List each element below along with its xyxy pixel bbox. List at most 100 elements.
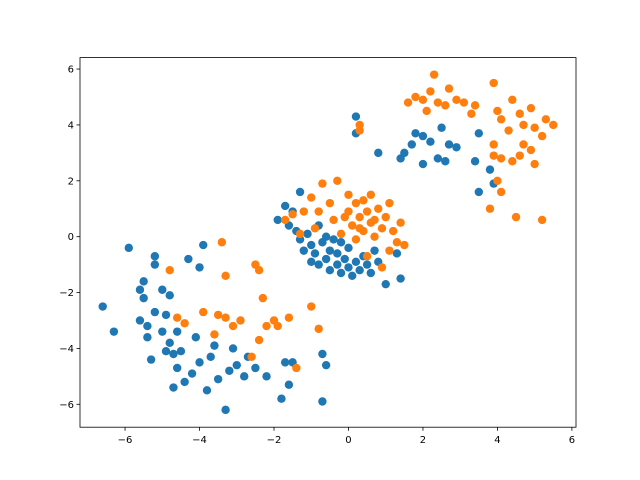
point [336, 229, 346, 239]
point [355, 265, 364, 275]
point [150, 307, 160, 317]
point [284, 380, 294, 389]
point [344, 243, 353, 253]
point [325, 198, 335, 208]
point [210, 341, 219, 350]
point [150, 260, 160, 269]
point [221, 405, 230, 415]
point [318, 397, 327, 406]
point [314, 207, 323, 216]
point [374, 204, 383, 213]
point [526, 145, 536, 155]
point [161, 347, 171, 356]
point [515, 109, 524, 118]
point [392, 249, 402, 258]
point [180, 377, 189, 387]
point [351, 235, 361, 244]
point [452, 95, 461, 104]
point [496, 187, 506, 197]
point [314, 324, 323, 334]
point [370, 246, 379, 255]
point [143, 333, 152, 342]
point [277, 394, 286, 403]
point [396, 218, 405, 227]
axes: −6 −4 −2 0 2 4 6 −6 −4 −2 0 2 4 6 [59, 65, 575, 447]
point [280, 215, 290, 225]
point [348, 271, 357, 280]
point [262, 321, 271, 331]
point [362, 260, 372, 269]
point [273, 321, 282, 331]
point [333, 249, 342, 258]
y-tick-label: 2 [68, 176, 74, 187]
point [344, 263, 353, 272]
y-tick-label: 4 [68, 120, 74, 131]
point [470, 101, 480, 110]
point [254, 265, 264, 275]
point [433, 154, 443, 163]
point [351, 112, 361, 121]
point [485, 204, 495, 213]
point [199, 240, 208, 250]
point [377, 224, 387, 233]
point [172, 327, 182, 336]
point [444, 84, 454, 93]
point [221, 313, 230, 322]
point [199, 307, 208, 317]
point [403, 98, 413, 107]
point [429, 70, 439, 79]
point [418, 159, 428, 169]
point [225, 366, 234, 375]
point [511, 212, 521, 222]
plot-area [80, 57, 576, 428]
point [537, 131, 547, 141]
point [247, 352, 256, 361]
x-tick-label: 0 [345, 435, 351, 446]
point [496, 115, 506, 124]
point [172, 313, 182, 322]
point [228, 321, 238, 331]
point [303, 229, 312, 239]
point [318, 349, 327, 359]
point [426, 137, 435, 146]
point [400, 240, 409, 250]
point [325, 265, 335, 275]
point [351, 257, 361, 267]
point [213, 374, 223, 384]
point [519, 120, 528, 130]
point [359, 196, 368, 205]
point [206, 352, 215, 361]
point [165, 265, 174, 275]
point [411, 92, 420, 102]
point [467, 109, 476, 118]
point [262, 372, 271, 381]
point [377, 263, 387, 272]
y-tick-label: −6 [59, 400, 74, 411]
point [318, 179, 327, 188]
point [307, 193, 316, 202]
point [228, 344, 238, 353]
point [165, 291, 174, 300]
point [254, 335, 264, 345]
points [98, 70, 558, 415]
point [351, 198, 361, 208]
point [537, 215, 547, 225]
point [400, 148, 409, 158]
point [418, 95, 428, 104]
point [366, 190, 376, 199]
point [344, 190, 353, 199]
point [370, 232, 379, 241]
point [340, 254, 349, 264]
point [143, 321, 152, 331]
point [374, 148, 383, 158]
point [336, 268, 346, 278]
point [508, 157, 517, 166]
y-tick-label: −2 [59, 288, 74, 299]
point [485, 165, 495, 174]
point [444, 140, 454, 149]
point [493, 176, 502, 185]
point [307, 302, 316, 311]
point [172, 363, 182, 373]
point [307, 240, 316, 250]
point [165, 338, 174, 348]
